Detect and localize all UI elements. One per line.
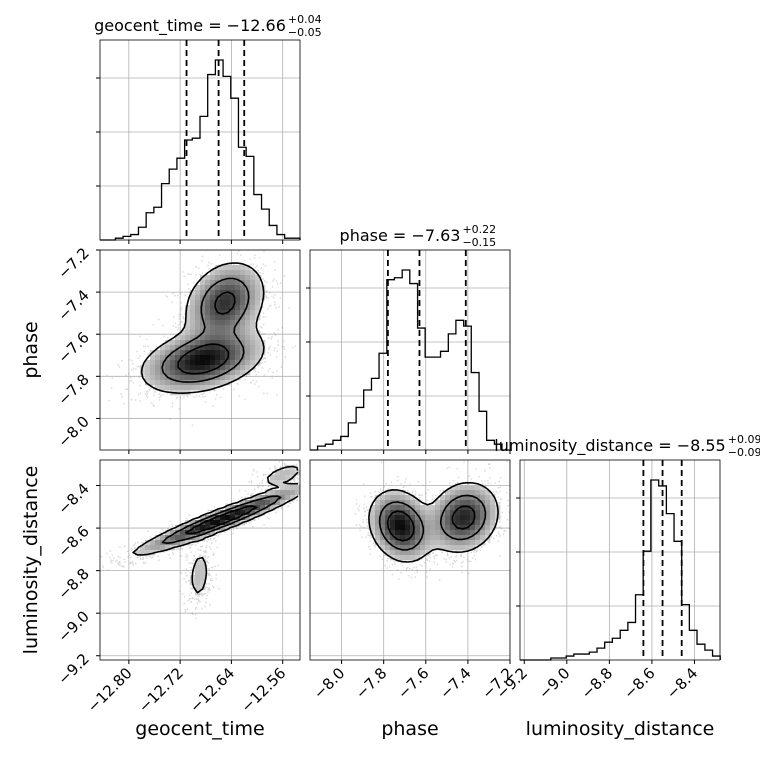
axis-label-y-phase: phase [20, 321, 42, 378]
tick-label-x-luminosity_distance: −9.0 [535, 664, 573, 702]
tick-label-y-phase: −8.0 [54, 413, 92, 451]
tick-label-x-phase: −7.8 [352, 664, 390, 702]
hist-step-phase [310, 269, 510, 451]
contour-level-1 [378, 494, 487, 551]
scatter-panel-geocent_time-phase [96, 249, 301, 454]
scatter-inner [100, 250, 300, 450]
panel-frame [519, 459, 721, 661]
panel-frame [309, 249, 511, 451]
tick-label-y-luminosity_distance: −8.6 [54, 522, 92, 560]
tick-label-x-phase: −7.4 [436, 664, 474, 702]
density-cells [370, 485, 501, 561]
tick-label-y-luminosity_distance: −8.8 [54, 565, 92, 603]
panel-title-minus: −0.05 [288, 26, 322, 39]
tick-label-y-phase: −7.6 [54, 328, 92, 366]
axis-label-x-phase: phase [381, 718, 438, 740]
tick-label-x-geocent_time: −12.64 [186, 664, 238, 716]
tick-label-y-luminosity_distance: −8.4 [54, 480, 92, 518]
panel-frame [99, 39, 301, 241]
panel-title-luminosity_distance: luminosity_distance = −8.55 [494, 436, 725, 456]
hist-panel-phase: phase = −7.63 +0.22−0.15 [306, 223, 511, 454]
tick-label-x-geocent_time: −12.80 [84, 664, 136, 716]
tick-label-x-luminosity_distance: −8.8 [578, 664, 616, 702]
panel-title-minus: −0.09 [728, 446, 760, 459]
scatter-inner [310, 460, 510, 660]
contour-level-2 [386, 505, 476, 542]
panel-frame [309, 459, 511, 661]
tick-label-y-phase: −7.2 [54, 244, 92, 282]
hist-step-geocent_time [100, 59, 301, 241]
tick-label-y-luminosity_distance: −9.2 [54, 650, 92, 688]
scatter-panel-geocent_time-luminosity_distance [96, 459, 301, 664]
scatter-panel-phase-luminosity_distance [309, 459, 511, 664]
contour-level-2 [177, 291, 236, 375]
panel-frame [99, 249, 301, 451]
tick-label-y-phase: −7.4 [54, 286, 92, 324]
tick-label-y-luminosity_distance: −9.0 [54, 607, 92, 645]
tick-label-x-phase: −7.6 [394, 664, 432, 702]
density-cells [135, 465, 300, 596]
panel-title-geocent_time: geocent_time = −12.66 [94, 16, 286, 36]
contour-level-0 [132, 465, 299, 594]
contour-level-0 [140, 262, 265, 394]
tick-label-x-phase: −8.0 [310, 664, 348, 702]
hist-panel-luminosity_distance: luminosity_distance = −8.55 +0.09−0.09 [494, 433, 760, 664]
panel-title-plus: +0.22 [462, 223, 496, 236]
axis-label-x-luminosity_distance: luminosity_distance [526, 718, 715, 740]
axis-label-y-luminosity_distance: luminosity_distance [20, 466, 42, 655]
panel-title-plus: +0.09 [728, 433, 760, 446]
hist-step-luminosity_distance [520, 479, 721, 661]
tick-label-x-geocent_time: −12.72 [135, 664, 187, 716]
panel-title-phase: phase = −7.63 [340, 226, 461, 245]
contour-level-2 [185, 505, 258, 535]
contour-level-1 [161, 495, 282, 544]
contour-level-1 [161, 277, 250, 383]
tick-label-x-geocent_time: −12.56 [238, 664, 290, 716]
axis-label-x-geocent_time: geocent_time [135, 718, 264, 740]
panel-frame [99, 459, 301, 661]
scatter-inner [100, 460, 300, 660]
panel-title-minus: −0.15 [462, 236, 496, 249]
tick-label-x-luminosity_distance: −8.4 [663, 664, 701, 702]
tick-label-y-phase: −7.8 [54, 370, 92, 408]
contour-level-0 [368, 481, 499, 563]
hist-panel-geocent_time: geocent_time = −12.66 +0.04−0.05 [94, 13, 322, 244]
tick-label-x-luminosity_distance: −8.6 [620, 664, 658, 702]
panel-title-plus: +0.04 [288, 13, 322, 26]
